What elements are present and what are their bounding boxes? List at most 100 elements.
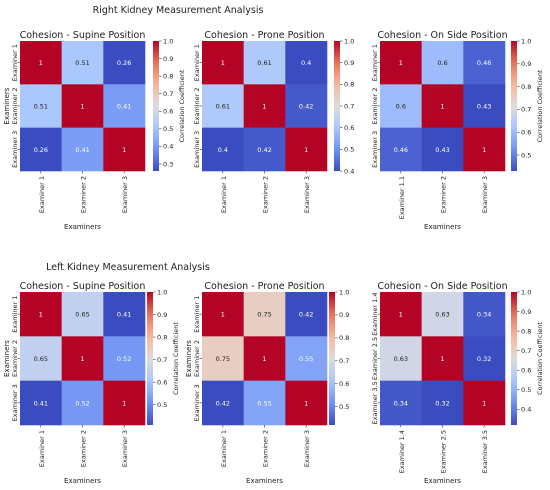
- panel-1-cell-label-1-2: 0.42: [299, 103, 313, 111]
- panel-3-xtick-0: Examiner 1: [38, 430, 46, 467]
- panel-5-colorbar: [511, 292, 517, 425]
- panel-1-cell-2-2: [285, 127, 328, 172]
- panel-2-cell-0-0: [380, 41, 422, 85]
- panel-2-cell-1-1: [421, 84, 464, 128]
- panel-4-cell-label-1-2: 0.55: [299, 355, 313, 363]
- panel-0-xtick-2: Examiner 3: [121, 176, 129, 213]
- panel-5-cbtick-2: 0.8: [521, 327, 531, 335]
- panel-2-cell-2-0: [380, 127, 422, 172]
- panel-5-title: Cohesion - On Side Position: [377, 281, 507, 292]
- panel-3-cell-label-1-0: 0.65: [34, 355, 48, 363]
- panel-1-cell-1-1: [243, 84, 286, 128]
- panel-3-colorbar-label: Correlation Coefficient: [172, 322, 180, 395]
- panel-5-cbtick-4: 0.6: [521, 367, 531, 375]
- panel-5-cbtick-3: 0.7: [521, 347, 531, 355]
- panel-2-cbtick-3: 0.7: [521, 106, 531, 114]
- panel-5-colorbar-label: Correlation Coefficient: [536, 322, 544, 395]
- panel-4-cell-label-1-0: 0.75: [216, 355, 230, 363]
- panel-4-cell-label-0-2: 0.42: [299, 311, 313, 319]
- panel-2-cell-label-0-1: 0.6: [437, 59, 447, 67]
- panel-1-xtick-0: Examiner 1: [220, 176, 228, 213]
- panel-1-cbtick-0: 1.0: [344, 37, 354, 45]
- panel-0-cell-2-1: [61, 127, 104, 172]
- panel-2-xlabel: Examiners: [424, 223, 461, 231]
- panel-1-cell-2-0: [202, 127, 244, 172]
- panel-0-cell-label-1-2: 0.41: [117, 103, 131, 111]
- panel-1-ytick-0: Examiner 1: [193, 44, 201, 81]
- panel-3-cbtick-1: 0.9: [157, 311, 167, 319]
- panel-5-ytick-2: Examiner 3.5: [371, 381, 379, 424]
- panel-1-xtick-2: Examiner 3: [303, 176, 311, 213]
- panel-2-cell-label-2-2: 1: [482, 146, 486, 154]
- panel-3-cell-label-0-1: 0.65: [75, 311, 89, 319]
- panel-0-colorbar-label: Correlation Coefficient: [178, 69, 186, 142]
- panel-0-cbtick-1: 0.9: [163, 55, 173, 63]
- panel-0-cell-0-1: [61, 41, 104, 85]
- panel-5-cell-label-2-0: 0.34: [394, 399, 408, 407]
- panel-5-cell-label-1-1: 1: [440, 355, 444, 363]
- panel-0-cbtick-6: 0.4: [163, 143, 173, 151]
- panel-5-cell-label-0-2: 0.34: [477, 311, 491, 319]
- panel-4-ytick-0: Examiner 1: [193, 296, 201, 333]
- panel-2-cell-2-2: [463, 127, 506, 172]
- panel-2-cell-0-1: [421, 41, 464, 85]
- panel-1-ytick-2: Examiner 3: [193, 131, 201, 168]
- panel-5-cell-0-2: [463, 292, 506, 337]
- panel-2-cbtick-4: 0.6: [521, 129, 531, 137]
- panel-3-cbtick-2: 0.8: [157, 333, 167, 341]
- panel-0-cell-0-2: [103, 41, 146, 85]
- panel-5-cell-label-2-2: 1: [482, 399, 486, 407]
- panel-0-cell-label-0-0: 1: [39, 59, 43, 67]
- panel-5-xtick-0: Examiner 1.4: [398, 430, 406, 473]
- panel-5-cbtick-1: 0.9: [521, 308, 531, 316]
- panel-1-cbtick-4: 0.6: [344, 124, 354, 132]
- panel-0-xtick-1: Examiner 2: [80, 176, 88, 213]
- panel-3-cell-1-0: [20, 336, 62, 381]
- panel-0-cell-0-0: [20, 41, 62, 85]
- panel-3-xtick-1: Examiner 2: [80, 430, 88, 467]
- panel-5-cbtick-0: 1.0: [521, 288, 531, 296]
- panel-0-cbtick-3: 0.7: [163, 90, 173, 98]
- panel-3-title: Cohesion - Supine Position: [20, 281, 146, 292]
- panel-3-cell-label-2-0: 0.41: [34, 399, 48, 407]
- panel-1-cell-0-0: [202, 41, 244, 85]
- panel-2-cbtick-1: 0.9: [521, 60, 531, 68]
- panel-1-ytick-1: Examiner 2: [193, 87, 201, 124]
- section-title-left: Left Kidney Measurement Analysis: [46, 262, 210, 273]
- panel-4-cell-1-0: [202, 336, 244, 381]
- panel-4-xlabel: Examiners: [246, 477, 283, 485]
- panel-0-ylabel: Examiners: [3, 87, 11, 124]
- panel-1-cbtick-6: 0.4: [344, 167, 354, 175]
- panel-4-cell-label-0-0: 1: [221, 311, 225, 319]
- panel-5-cell-2-0: [380, 380, 422, 426]
- panel-0-cell-label-0-2: 0.26: [117, 59, 131, 67]
- panel-4-cell-2-1: [243, 380, 286, 426]
- panel-0-colorbar: [153, 41, 159, 171]
- panel-3-ytick-2: Examiner 3: [11, 384, 19, 421]
- panel-0-cell-label-2-2: 1: [122, 146, 126, 154]
- panel-0-xtick-0: Examiner 1: [38, 176, 46, 213]
- panel-3-cell-2-0: [20, 380, 62, 426]
- panel-5-cell-label-1-2: 0.32: [477, 355, 491, 363]
- panel-3-cbtick-5: 0.5: [157, 401, 167, 409]
- panel-0-cell-label-0-1: 0.51: [75, 59, 89, 67]
- panel-3-cell-label-1-2: 0.52: [117, 355, 131, 363]
- panel-3-cell-2-1: [61, 380, 104, 426]
- panel-5-cell-label-2-1: 0.32: [435, 399, 449, 407]
- panel-1-xtick-1: Examiner 2: [262, 176, 270, 213]
- panel-2-ytick-1: Examiner 2: [371, 87, 379, 124]
- panel-4-cbtick-1: 0.9: [339, 311, 349, 319]
- panel-3-cell-0-1: [61, 292, 104, 337]
- panel-4-cell-2-0: [202, 380, 244, 426]
- panel-0-cell-label-2-0: 0.26: [34, 146, 48, 154]
- panel-4-cell-0-0: [202, 292, 244, 337]
- panel-1-cell-label-1-0: 0.61: [216, 103, 230, 111]
- panel-5-xlabel: Examiners: [424, 477, 461, 485]
- panel-4-ytick-2: Examiner 3: [193, 384, 201, 421]
- panel-5-cell-label-0-0: 1: [399, 311, 403, 319]
- panel-5-xtick-1: Examiner 2.5: [440, 430, 448, 473]
- panel-1-cbtick-2: 0.8: [344, 81, 354, 89]
- panel-4-cbtick-4: 0.6: [339, 380, 349, 388]
- panel-3-cbtick-0: 1.0: [157, 288, 167, 296]
- panel-1-cbtick-5: 0.5: [344, 146, 354, 154]
